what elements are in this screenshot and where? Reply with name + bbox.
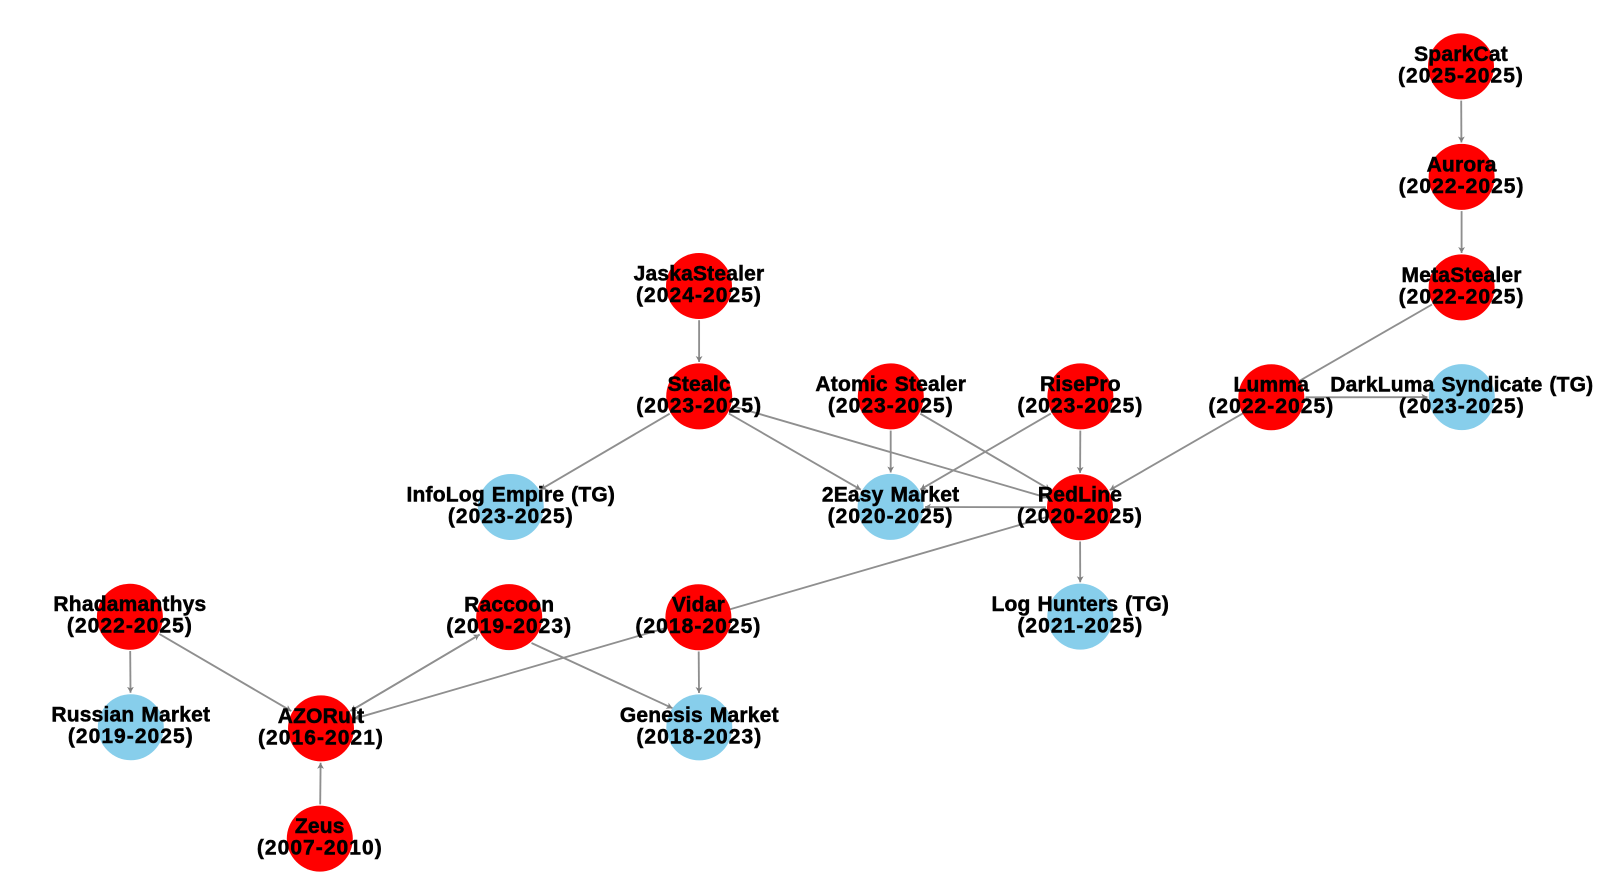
- svg-text:RedLine: RedLine: [1038, 484, 1122, 507]
- svg-text:(2020-2025): (2020-2025): [828, 505, 954, 528]
- svg-text:SparkCat: SparkCat: [1414, 43, 1508, 66]
- svg-text:Raccoon: Raccoon: [464, 594, 554, 617]
- svg-text:(2024-2025): (2024-2025): [636, 284, 762, 307]
- svg-text:(2016-2021): (2016-2021): [258, 726, 384, 749]
- svg-text:(2023-2025): (2023-2025): [828, 394, 954, 417]
- svg-text:(2023-2025): (2023-2025): [1399, 395, 1525, 418]
- svg-text:Russian Market: Russian Market: [51, 704, 210, 727]
- svg-text:JaskaStealer: JaskaStealer: [634, 262, 765, 285]
- svg-text:(2022-2025): (2022-2025): [67, 615, 193, 638]
- svg-text:Log Hunters (TG): Log Hunters (TG): [991, 593, 1169, 616]
- svg-text:(2022-2025): (2022-2025): [1399, 175, 1525, 198]
- svg-text:(2018-2025): (2018-2025): [635, 615, 761, 638]
- svg-text:Vidar: Vidar: [672, 594, 725, 617]
- svg-text:Stealc: Stealc: [668, 373, 731, 396]
- svg-text:DarkLuma Syndicate (TG): DarkLuma Syndicate (TG): [1330, 374, 1593, 397]
- svg-text:(2022-2025): (2022-2025): [1208, 395, 1334, 418]
- svg-text:MetaStealer: MetaStealer: [1402, 264, 1522, 287]
- svg-text:Zeus: Zeus: [295, 815, 345, 838]
- svg-text:(2023-2025): (2023-2025): [636, 394, 762, 417]
- svg-text:(2019-2025): (2019-2025): [68, 725, 194, 748]
- svg-text:(2023-2025): (2023-2025): [1017, 394, 1143, 417]
- svg-text:Aurora: Aurora: [1427, 153, 1497, 176]
- svg-text:(2019-2023): (2019-2023): [446, 615, 572, 638]
- svg-text:AZORult: AZORult: [278, 705, 365, 728]
- svg-text:(2023-2025): (2023-2025): [448, 505, 574, 528]
- svg-text:Atomic Stealer: Atomic Stealer: [815, 373, 966, 396]
- svg-text:2Easy Market: 2Easy Market: [822, 483, 960, 506]
- svg-text:(2007-2010): (2007-2010): [257, 837, 383, 860]
- svg-text:Genesis Market: Genesis Market: [620, 704, 779, 727]
- svg-text:(2022-2025): (2022-2025): [1399, 285, 1525, 308]
- svg-text:InfoLog Empire (TG): InfoLog Empire (TG): [407, 483, 616, 506]
- svg-text:Rhadamanthys: Rhadamanthys: [53, 593, 206, 616]
- svg-text:(2018-2023): (2018-2023): [636, 725, 762, 748]
- svg-text:(2020-2025): (2020-2025): [1017, 505, 1143, 528]
- svg-text:Lumma: Lumma: [1233, 374, 1309, 397]
- svg-text:RisePro: RisePro: [1040, 373, 1121, 396]
- svg-text:(2021-2025): (2021-2025): [1017, 615, 1143, 638]
- svg-text:(2025-2025): (2025-2025): [1398, 64, 1524, 87]
